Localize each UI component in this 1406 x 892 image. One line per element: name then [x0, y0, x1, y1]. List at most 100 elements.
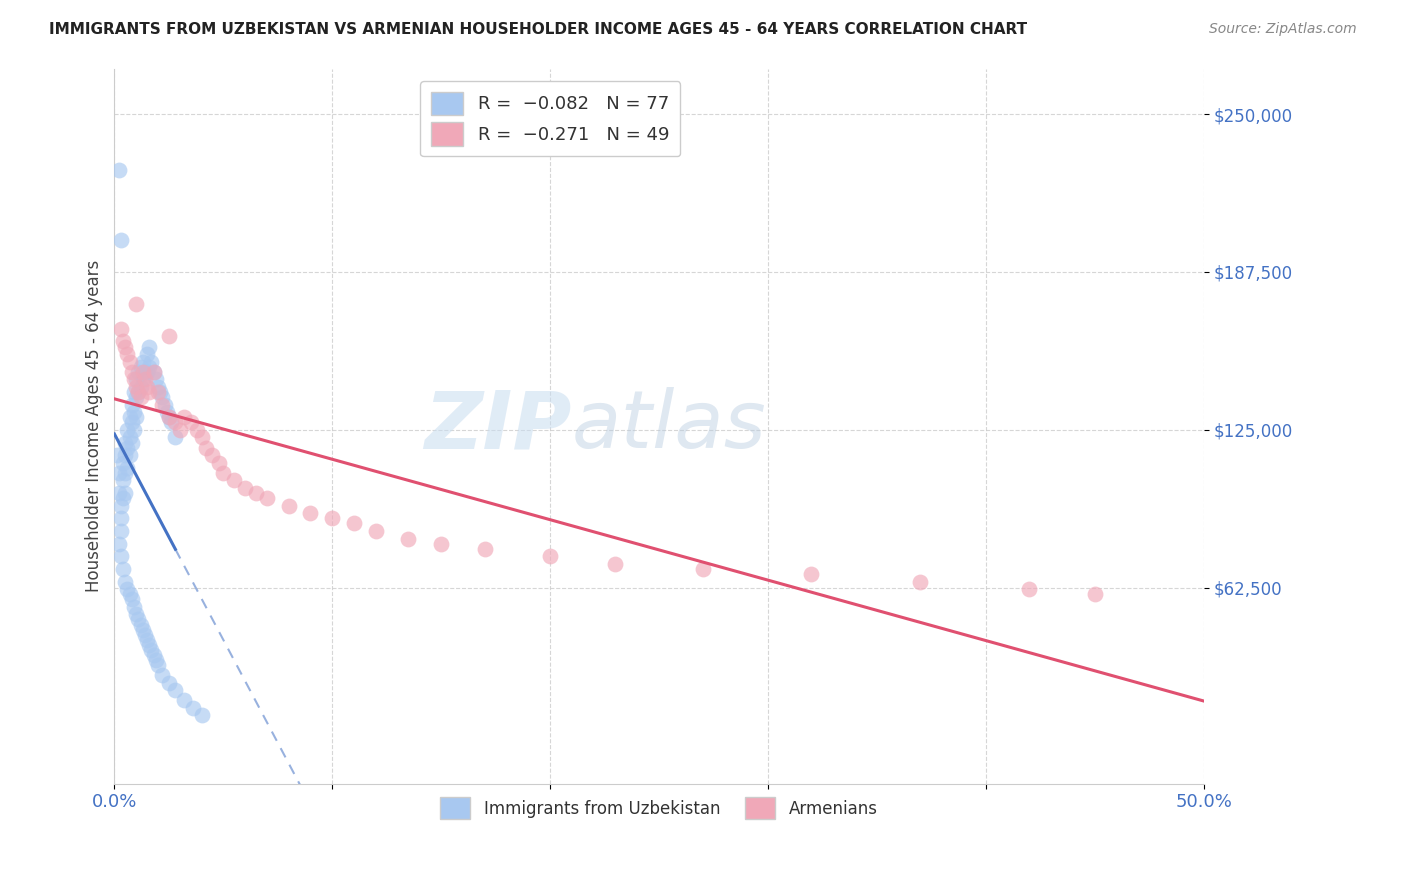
Point — [142, 365, 165, 379]
Point — [141, 354, 163, 368]
Point — [142, 648, 165, 662]
Point — [132, 623, 155, 637]
Point — [146, 657, 169, 672]
Point — [114, 339, 136, 353]
Point — [117, 441, 139, 455]
Point — [121, 398, 143, 412]
Point — [430, 536, 453, 550]
Point — [125, 380, 148, 394]
Point — [127, 384, 149, 399]
Y-axis label: Householder Income Ages 45 - 64 years: Householder Income Ages 45 - 64 years — [86, 260, 103, 592]
Point — [112, 474, 135, 488]
Point — [118, 587, 141, 601]
Point — [910, 574, 932, 589]
Point — [110, 511, 132, 525]
Point — [125, 390, 148, 404]
Point — [233, 481, 256, 495]
Point — [245, 486, 267, 500]
Point — [117, 347, 139, 361]
Point — [134, 372, 156, 386]
Point — [107, 466, 129, 480]
Point — [201, 448, 224, 462]
Point — [132, 372, 155, 386]
Point — [145, 653, 167, 667]
Point — [321, 511, 343, 525]
Point — [145, 372, 167, 386]
Point — [256, 491, 278, 505]
Point — [180, 415, 202, 429]
Point — [1084, 587, 1107, 601]
Point — [398, 532, 420, 546]
Point — [149, 384, 172, 399]
Point — [112, 491, 135, 505]
Point — [117, 460, 139, 475]
Text: Source: ZipAtlas.com: Source: ZipAtlas.com — [1209, 22, 1357, 37]
Point — [224, 474, 246, 488]
Point — [110, 549, 132, 564]
Point — [125, 607, 148, 622]
Point — [118, 354, 141, 368]
Point — [117, 423, 139, 437]
Point — [112, 456, 135, 470]
Point — [157, 410, 180, 425]
Point — [118, 410, 141, 425]
Point — [605, 557, 627, 571]
Point — [129, 617, 152, 632]
Point — [105, 448, 128, 462]
Point — [173, 693, 195, 707]
Point — [277, 499, 299, 513]
Legend: Immigrants from Uzbekistan, Armenians: Immigrants from Uzbekistan, Armenians — [434, 790, 884, 825]
Point — [132, 354, 155, 368]
Point — [142, 365, 165, 379]
Point — [117, 582, 139, 596]
Point — [136, 365, 159, 379]
Point — [157, 410, 180, 425]
Point — [122, 372, 145, 386]
Point — [186, 423, 208, 437]
Point — [190, 430, 212, 444]
Point — [146, 380, 169, 394]
Point — [136, 347, 159, 361]
Point — [129, 359, 152, 374]
Point — [112, 562, 135, 576]
Point — [194, 441, 217, 455]
Point — [127, 365, 149, 379]
Point — [208, 456, 231, 470]
Point — [138, 359, 160, 374]
Point — [800, 566, 823, 581]
Point — [110, 499, 132, 513]
Point — [125, 372, 148, 386]
Point — [156, 405, 179, 419]
Point — [150, 668, 173, 682]
Point — [165, 430, 187, 444]
Point — [141, 642, 163, 657]
Point — [134, 365, 156, 379]
Point — [190, 708, 212, 723]
Point — [107, 162, 129, 177]
Point — [110, 524, 132, 538]
Text: atlas: atlas — [572, 387, 766, 465]
Point — [129, 390, 152, 404]
Point — [122, 405, 145, 419]
Point — [299, 506, 322, 520]
Point — [118, 430, 141, 444]
Point — [118, 448, 141, 462]
Point — [114, 466, 136, 480]
Point — [132, 365, 155, 379]
Point — [122, 599, 145, 614]
Point — [160, 415, 183, 429]
Point — [1018, 582, 1040, 596]
Point — [138, 339, 160, 353]
Point — [150, 398, 173, 412]
Point — [129, 380, 152, 394]
Point — [169, 423, 191, 437]
Point — [150, 390, 173, 404]
Point — [127, 384, 149, 399]
Point — [146, 384, 169, 399]
Point — [122, 384, 145, 399]
Point — [212, 466, 235, 480]
Point — [181, 701, 204, 715]
Point — [121, 435, 143, 450]
Point — [165, 683, 187, 698]
Point — [110, 322, 132, 336]
